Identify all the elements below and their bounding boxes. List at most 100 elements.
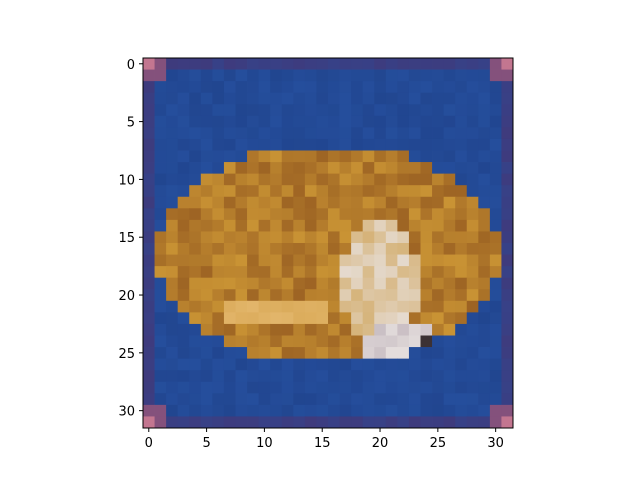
pixel bbox=[501, 347, 514, 360]
pixel bbox=[362, 312, 375, 325]
pixel bbox=[200, 208, 213, 221]
pixel bbox=[351, 393, 364, 406]
pixel bbox=[408, 127, 421, 140]
pixel bbox=[223, 219, 236, 232]
pixel bbox=[489, 219, 502, 232]
pixel bbox=[443, 115, 456, 128]
pixel bbox=[258, 254, 271, 267]
pixel bbox=[339, 370, 352, 383]
pixel bbox=[270, 254, 283, 267]
pixel bbox=[200, 416, 213, 429]
pixel bbox=[443, 104, 456, 117]
pixel bbox=[189, 104, 202, 117]
pixel bbox=[385, 196, 398, 209]
pixel bbox=[293, 335, 306, 348]
pixel bbox=[408, 138, 421, 151]
pixel bbox=[489, 138, 502, 151]
pixel bbox=[443, 173, 456, 186]
pixel bbox=[143, 127, 155, 140]
pixel bbox=[374, 219, 387, 232]
pixel bbox=[270, 347, 283, 360]
pixel bbox=[212, 300, 225, 313]
pixel bbox=[189, 115, 202, 128]
pixel bbox=[501, 231, 514, 244]
pixel bbox=[223, 196, 236, 209]
pixel bbox=[351, 243, 364, 255]
pixel bbox=[362, 277, 375, 290]
pixel bbox=[443, 92, 456, 105]
pixel bbox=[270, 208, 283, 221]
pixel bbox=[455, 393, 468, 406]
pixel bbox=[281, 347, 294, 360]
pixel bbox=[235, 416, 248, 429]
pixel bbox=[304, 58, 317, 70]
pixel bbox=[362, 208, 375, 221]
pixel bbox=[223, 150, 236, 163]
pixel bbox=[212, 277, 225, 290]
pixel bbox=[478, 219, 491, 232]
pixel bbox=[432, 127, 445, 140]
pixel bbox=[212, 335, 225, 348]
pixel bbox=[281, 150, 294, 163]
pixel bbox=[235, 323, 248, 336]
pixel bbox=[247, 69, 260, 82]
pixel bbox=[189, 358, 202, 371]
pixel bbox=[200, 289, 213, 302]
pixel bbox=[455, 277, 468, 290]
pixel bbox=[189, 231, 202, 244]
pixel bbox=[304, 404, 317, 417]
pixel bbox=[270, 370, 283, 383]
pixel bbox=[189, 58, 202, 70]
pixel bbox=[362, 104, 375, 117]
y-tick-label: 25 bbox=[118, 347, 135, 362]
pixel bbox=[258, 347, 271, 360]
pixel bbox=[420, 231, 433, 244]
pixel bbox=[408, 277, 421, 290]
pixel bbox=[247, 243, 260, 255]
pixel bbox=[362, 335, 375, 348]
pixel bbox=[420, 127, 433, 140]
pixel bbox=[489, 127, 502, 140]
pixel bbox=[304, 185, 317, 198]
pixel bbox=[339, 266, 352, 279]
pixel bbox=[293, 69, 306, 82]
pixel bbox=[397, 173, 410, 186]
pixel bbox=[223, 81, 236, 94]
pixel bbox=[489, 358, 502, 371]
pixel bbox=[466, 381, 479, 394]
pixel bbox=[270, 196, 283, 209]
pixel bbox=[455, 323, 468, 336]
pixel bbox=[304, 162, 317, 175]
pixel bbox=[316, 173, 329, 186]
pixel bbox=[489, 266, 502, 279]
pixel bbox=[293, 231, 306, 244]
pixel bbox=[489, 104, 502, 117]
pixel bbox=[385, 92, 398, 105]
pixel bbox=[281, 162, 294, 175]
pixel bbox=[501, 69, 514, 82]
pixel bbox=[258, 81, 271, 94]
pixel bbox=[223, 370, 236, 383]
pixel bbox=[374, 81, 387, 94]
pixel bbox=[270, 150, 283, 163]
pixel bbox=[362, 254, 375, 267]
pixel bbox=[478, 323, 491, 336]
pixel bbox=[200, 104, 213, 117]
pixel bbox=[397, 358, 410, 371]
pixel bbox=[154, 300, 167, 313]
pixel bbox=[189, 162, 202, 175]
pixel bbox=[408, 69, 421, 82]
pixel bbox=[177, 358, 190, 371]
pixel bbox=[397, 347, 410, 360]
pixel bbox=[489, 393, 502, 406]
pixel bbox=[247, 81, 260, 94]
pixel bbox=[501, 358, 514, 371]
pixel bbox=[351, 150, 364, 163]
pixel bbox=[223, 277, 236, 290]
pixel bbox=[200, 266, 213, 279]
pixel bbox=[351, 162, 364, 175]
pixel bbox=[455, 81, 468, 94]
pixel bbox=[501, 58, 514, 70]
pixel bbox=[328, 300, 340, 313]
pixel bbox=[478, 231, 491, 244]
